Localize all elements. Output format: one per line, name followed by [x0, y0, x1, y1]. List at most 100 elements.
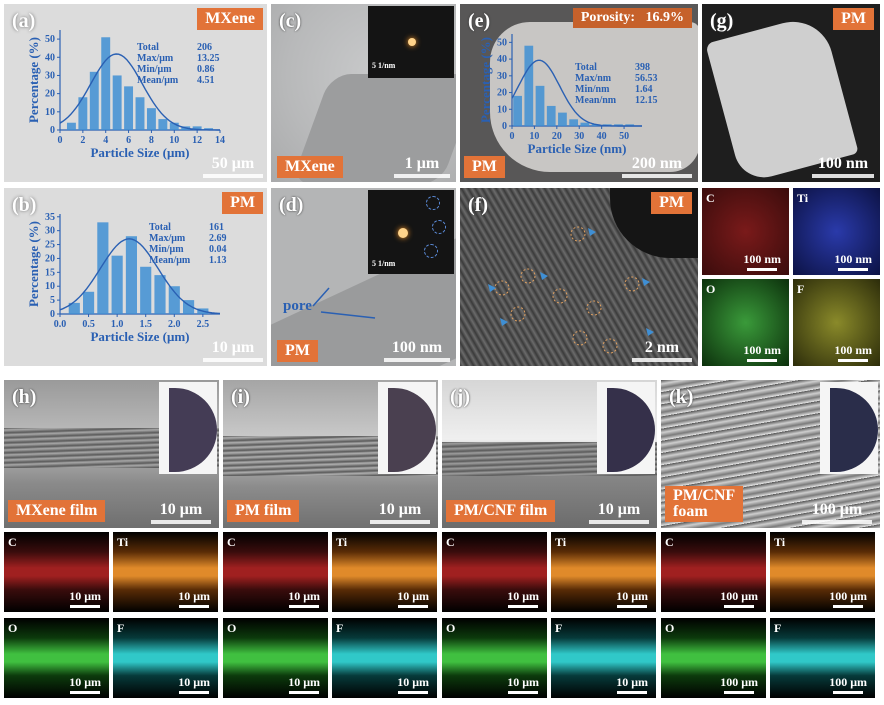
panel-g-maps: C 100 nm Ti 100 nm O 100 nm F 100 nm	[702, 188, 880, 366]
panel-k-scale-label: 100 μm	[811, 501, 863, 518]
eds-map-ti: Ti 10 μm	[551, 532, 656, 612]
eds-map-scale: 10 μm	[178, 589, 210, 608]
panel-i-scale: 10 μm	[370, 501, 430, 524]
stat-key: Total	[575, 62, 597, 73]
histogram-bar	[513, 95, 522, 126]
panel-j-scale-label: 10 μm	[597, 501, 641, 518]
histogram-bar	[204, 128, 214, 130]
eds-map-element-label: C	[8, 535, 17, 549]
diffraction-spot	[408, 38, 416, 46]
panel-b-tag: PM	[222, 192, 263, 214]
stat-key: Max/nm	[575, 73, 612, 84]
panel-c-tag: MXene	[277, 156, 343, 178]
panel-b-scale: 10 μm	[203, 339, 263, 362]
histogram-bar	[89, 71, 99, 130]
histogram-bar	[169, 122, 179, 130]
panel-g-tag: PM	[833, 8, 874, 30]
stat-value: 0.86	[197, 64, 215, 75]
diffraction-ring-1	[426, 196, 440, 210]
eds-map-scale: 10 μm	[616, 675, 648, 694]
panel-a-letter: (a)	[12, 10, 36, 32]
panel-h-letter: (h)	[12, 386, 37, 408]
eds-map-element-label: Ti	[336, 535, 348, 549]
stat-value: 13.25	[197, 53, 220, 64]
map-g-c-scale: 100 nm	[743, 252, 781, 271]
y-tick-label: 30	[45, 70, 55, 81]
foam-disc-k	[830, 388, 878, 472]
panel-j-scale: 10 μm	[589, 501, 649, 524]
histogram-bar	[625, 124, 635, 126]
y-tick-label: 10	[45, 107, 55, 118]
stat-key: Total	[137, 42, 159, 53]
map-g-c: C 100 nm	[702, 188, 789, 275]
panel-h-scale: 10 μm	[151, 501, 211, 524]
panel-b-scale-label: 10 μm	[211, 339, 255, 356]
panel-g-scale: 100 nm	[812, 155, 874, 178]
defect-markers	[488, 226, 654, 354]
eds-map-element-label: O	[665, 621, 675, 635]
fit-curve	[59, 53, 220, 131]
eds-map-scale: 100 μm	[720, 589, 758, 608]
stat-key: Min/nm	[575, 84, 610, 95]
stat-row: Min/μm 0.86	[137, 64, 220, 75]
y-tick-label: 10	[497, 104, 507, 115]
y-axis-label: Percentage (%)	[26, 221, 41, 307]
panel-h: (h) MXene film 10 μm	[4, 380, 219, 528]
eds-map-element-label: C	[665, 535, 674, 549]
x-tick-label: 6	[126, 135, 131, 146]
panel-c-inset: 5 1/nm	[368, 6, 454, 78]
stat-key: Max/μm	[149, 233, 186, 244]
eds-map-o: O 10 μm	[223, 618, 328, 698]
eds-map-element-label: Ti	[774, 535, 786, 549]
eds-map-scale-label: 10 μm	[178, 675, 210, 689]
eds-map-scale: 10 μm	[69, 675, 101, 694]
stat-row: Mean/μm 4.51	[137, 75, 220, 86]
eds-map-scale: 10 μm	[507, 675, 539, 694]
stat-value: 161	[209, 222, 224, 233]
eds-map-scale-label: 10 μm	[288, 675, 320, 689]
y-tick-label: 0	[502, 121, 507, 132]
stat-key: Max/μm	[137, 53, 174, 64]
panel-e-porosity: Porosity: 16.9%	[572, 8, 692, 28]
histogram-bar	[83, 291, 95, 314]
eds-map-o: O 100 μm	[661, 618, 766, 698]
panel-j: (j) PM/CNF film 10 μm	[442, 380, 657, 528]
histogram-bar	[140, 266, 152, 314]
panel-b-letter: (b)	[12, 194, 37, 216]
map-g-o-label: O	[706, 282, 716, 296]
y-tick-label: 20	[45, 89, 55, 100]
eds-map-ti: Ti 10 μm	[113, 532, 218, 612]
histogram-bar	[146, 108, 156, 130]
panel-i-scale-label: 10 μm	[378, 501, 422, 518]
eds-map-scale-label: 10 μm	[397, 675, 429, 689]
eds-strips: C 10 μm Ti 10 μm O 10 μm F 10 μm C 10 μm Ti 10 μm O 1…	[4, 532, 880, 700]
photo-inset-k	[820, 382, 878, 474]
eds-map-scale: 10 μm	[507, 589, 539, 608]
x-axis-label: Particle Size (μm)	[90, 145, 189, 160]
eds-map-c: C 10 μm	[4, 532, 109, 612]
stat-value: 56.53	[635, 73, 658, 84]
stat-value: 206	[197, 42, 212, 53]
map-g-f-label: F	[797, 282, 805, 296]
eds-map-scale-label: 100 μm	[829, 589, 867, 603]
x-axis-label: Particle Size (nm)	[528, 141, 627, 156]
histogram-bar	[101, 37, 111, 130]
eds-map-element-label: O	[227, 621, 237, 635]
panel-e-tag: PM	[464, 156, 505, 178]
x-tick-label: 40	[597, 131, 607, 142]
eds-map-element-label: C	[446, 535, 455, 549]
stat-row: Total 161	[149, 222, 227, 233]
x-tick-label: 4	[103, 135, 108, 146]
x-tick-label: 12	[192, 135, 202, 146]
eds-map-scale-label: 10 μm	[178, 589, 210, 603]
panel-c-scale: 1 μm	[394, 155, 450, 178]
panel-c: (c) 5 1/nm MXene 1 μm	[271, 4, 456, 182]
y-tick-label: 10	[45, 281, 55, 292]
y-tick-label: 20	[497, 88, 507, 99]
panel-e-letter: (e)	[468, 10, 491, 32]
histogram-bar	[614, 124, 623, 126]
histogram-bar	[569, 119, 579, 126]
x-tick-label: 0.0	[54, 319, 67, 330]
eds-map-scale-label: 10 μm	[616, 675, 648, 689]
